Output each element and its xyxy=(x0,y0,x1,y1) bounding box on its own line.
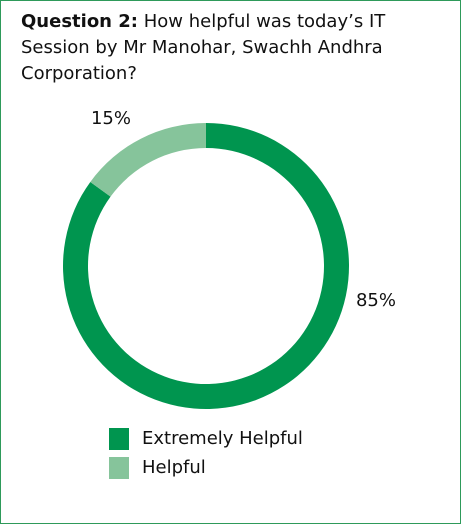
donut-segment xyxy=(90,123,206,197)
data-label: 85% xyxy=(356,290,396,311)
legend-swatch xyxy=(109,428,129,450)
legend-label: Helpful xyxy=(142,457,206,478)
question: Question 2: How helpful was today’s IT S… xyxy=(21,9,441,87)
legend-label: Extremely Helpful xyxy=(142,428,303,449)
question-number: Question 2: xyxy=(21,11,138,32)
data-label: 15% xyxy=(91,108,131,129)
question-text: How helpful was today’s IT Session by Mr… xyxy=(21,11,386,84)
legend-swatch xyxy=(109,457,129,479)
